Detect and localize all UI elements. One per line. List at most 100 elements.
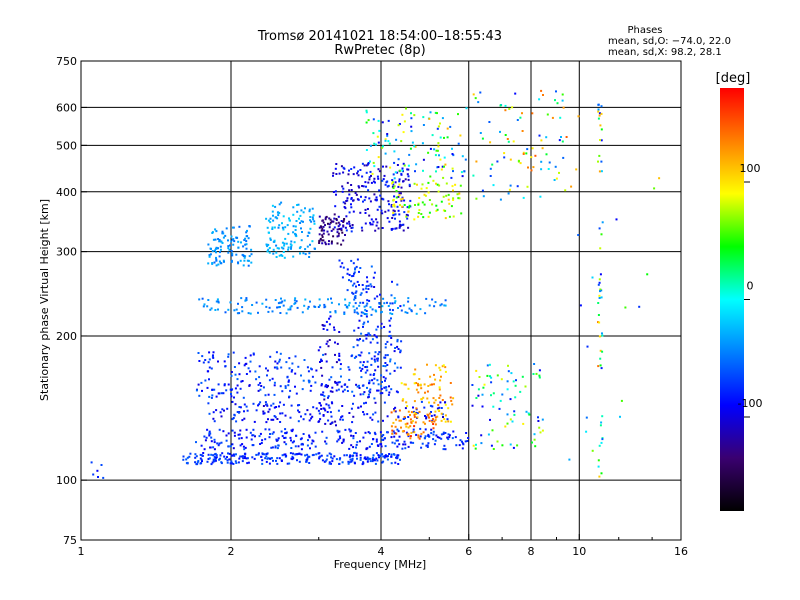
data-point xyxy=(246,409,249,412)
data-point xyxy=(360,376,363,379)
data-point xyxy=(355,446,357,449)
data-point xyxy=(198,298,201,301)
data-point xyxy=(306,307,309,310)
data-point xyxy=(362,461,365,464)
data-point xyxy=(266,245,269,248)
data-point xyxy=(404,311,407,314)
data-point xyxy=(394,181,397,184)
data-point xyxy=(291,362,294,365)
data-point xyxy=(375,310,378,313)
data-point xyxy=(281,226,284,229)
data-point xyxy=(245,405,248,408)
data-point xyxy=(402,229,405,232)
data-point xyxy=(400,340,403,343)
data-point xyxy=(422,421,425,424)
data-point xyxy=(273,406,276,409)
data-point xyxy=(311,415,314,418)
data-point xyxy=(352,274,355,277)
data-point xyxy=(272,252,275,255)
data-point xyxy=(213,455,216,458)
data-point xyxy=(395,196,398,199)
data-point xyxy=(207,243,210,246)
data-point xyxy=(348,193,351,196)
data-point xyxy=(218,442,221,445)
data-point xyxy=(527,412,530,415)
data-point xyxy=(273,226,276,229)
data-point xyxy=(356,385,359,388)
data-point xyxy=(348,428,351,431)
data-point xyxy=(304,413,307,416)
data-point xyxy=(236,384,239,387)
data-points xyxy=(90,89,661,479)
data-point xyxy=(201,454,203,457)
data-point xyxy=(230,235,233,238)
y-tick-label: 200 xyxy=(56,330,77,343)
data-point xyxy=(277,247,280,250)
data-point xyxy=(531,147,534,150)
data-point xyxy=(343,167,346,170)
data-point xyxy=(330,415,333,418)
data-point xyxy=(348,412,351,414)
data-point xyxy=(373,165,376,168)
data-point xyxy=(354,302,357,305)
data-point xyxy=(215,259,218,262)
data-point xyxy=(419,435,422,438)
data-point xyxy=(391,179,394,182)
data-point xyxy=(362,325,364,328)
data-point xyxy=(342,221,345,223)
data-point xyxy=(420,400,423,403)
data-point xyxy=(449,396,452,399)
data-point xyxy=(442,431,445,434)
data-point xyxy=(434,154,437,157)
data-point xyxy=(531,112,534,115)
data-point xyxy=(290,247,292,250)
data-point xyxy=(393,203,396,206)
data-point xyxy=(273,239,276,242)
data-point xyxy=(370,218,373,221)
data-point xyxy=(442,432,445,435)
data-point xyxy=(359,211,362,214)
data-point xyxy=(407,416,410,418)
data-point xyxy=(215,264,218,267)
data-point xyxy=(232,238,235,241)
data-point xyxy=(346,222,349,225)
data-point xyxy=(597,103,600,106)
data-point xyxy=(267,243,270,246)
y-tick-label: 600 xyxy=(56,101,77,114)
data-point xyxy=(251,434,254,437)
data-point xyxy=(277,444,280,447)
data-point xyxy=(329,423,332,425)
data-point xyxy=(252,352,255,355)
data-point xyxy=(281,241,284,244)
data-point xyxy=(388,330,391,333)
data-point xyxy=(426,444,429,447)
data-point xyxy=(283,256,286,259)
data-point xyxy=(534,445,537,448)
data-point xyxy=(504,134,507,136)
data-point xyxy=(308,252,311,255)
data-point xyxy=(229,445,232,448)
data-point xyxy=(395,190,398,192)
data-point xyxy=(320,408,323,410)
data-point xyxy=(348,378,351,381)
data-point xyxy=(275,459,277,462)
data-point xyxy=(451,437,454,440)
data-point xyxy=(519,116,522,119)
data-point xyxy=(394,432,397,435)
data-point xyxy=(461,440,463,443)
data-point xyxy=(289,416,292,419)
data-point xyxy=(373,297,376,300)
data-point xyxy=(211,250,214,252)
data-point xyxy=(249,370,252,373)
data-point xyxy=(376,221,379,224)
data-point xyxy=(212,417,215,420)
data-point xyxy=(391,280,393,283)
data-point xyxy=(226,459,229,462)
data-point xyxy=(400,199,403,202)
data-point xyxy=(449,382,452,384)
data-point xyxy=(498,407,501,410)
data-point xyxy=(224,365,227,368)
data-point xyxy=(452,397,455,400)
data-point xyxy=(407,300,410,303)
data-point xyxy=(533,433,536,436)
